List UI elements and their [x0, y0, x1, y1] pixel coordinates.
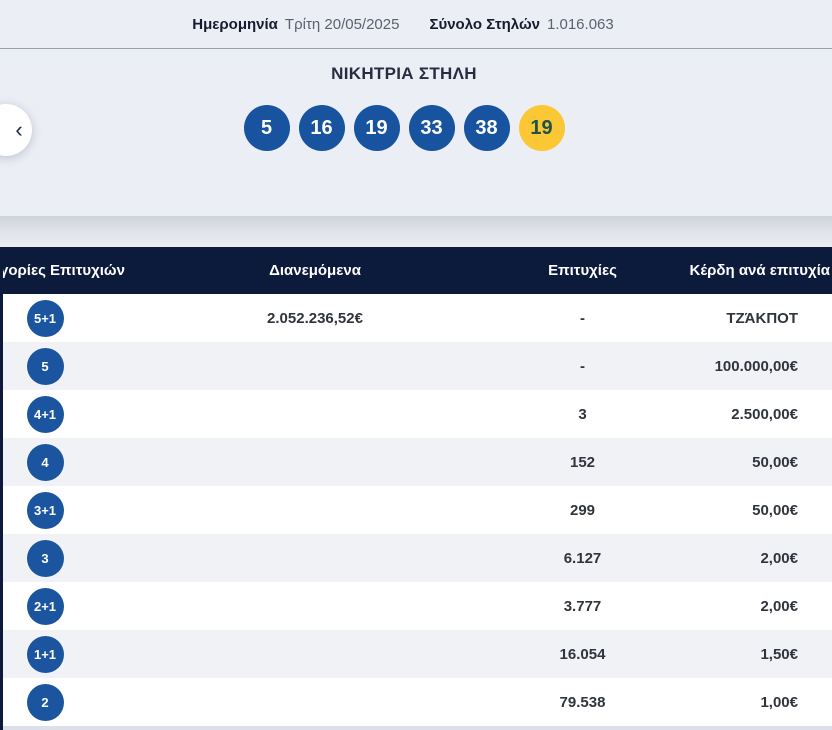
- winners-cell: 16.054: [559, 645, 606, 663]
- header-category: γορίες Επιτυχιών: [0, 262, 125, 279]
- tier-badge: 2+1: [26, 587, 64, 625]
- prize-cell: 50,00€: [752, 453, 798, 471]
- table-row: 3 6.127 2,00€: [0, 534, 832, 582]
- header-distributed: Διανεμόμενα: [269, 262, 361, 279]
- total-columns-value: 1.016.063: [546, 15, 614, 33]
- draw-date: Ημερομηνία Τρίτη 20/05/2025: [192, 16, 399, 33]
- winning-number-ball: 16: [298, 105, 345, 151]
- table-row: 3+1 299 50,00€: [0, 486, 832, 534]
- winning-column-section: ΝΙΚΗΤΡΙΑ ΣΤΗΛΗ 5 16 19 33 38 19: [0, 49, 832, 151]
- prize-cell: ΤΖΆΚΠΟΤ: [726, 309, 798, 327]
- distributed-cell: 2.052.236,52€: [267, 309, 363, 327]
- tier-badge: 2: [26, 683, 64, 721]
- winners-cell: 299: [569, 501, 596, 519]
- winning-number-ball: 33: [408, 105, 455, 151]
- winning-number-ball: 38: [463, 105, 510, 151]
- winners-cell: 79.538: [559, 693, 606, 711]
- tier-badge: 5: [26, 347, 64, 385]
- winning-numbers: 5 16 19 33 38 19: [0, 105, 808, 151]
- table-row: 5 - 100.000,00€: [0, 342, 832, 390]
- total-columns: Σύνολο Στηλών 1.016.063: [429, 16, 613, 33]
- tier-badge: 5+1: [26, 299, 64, 337]
- prize-cell: 50,00€: [752, 501, 798, 519]
- table-row: 2+1 3.777 2,00€: [0, 582, 832, 630]
- winners-cell: 6.127: [563, 549, 602, 567]
- draw-panel: Ημερομηνία Τρίτη 20/05/2025 Σύνολο Στηλώ…: [0, 0, 832, 216]
- prize-cell: 2.500,00€: [731, 405, 798, 423]
- panel-shadow: [0, 216, 832, 247]
- prize-cell: 2,00€: [760, 597, 798, 615]
- prize-cell: 1,50€: [760, 645, 798, 663]
- tier-badge: 1+1: [26, 635, 64, 673]
- winners-cell: 152: [569, 453, 596, 471]
- adjacent-table-edge: [0, 247, 3, 730]
- prize-table-header: γορίες Επιτυχιών Διανεμόμενα Επιτυχίες Κ…: [0, 247, 832, 294]
- winners-cell: 3.777: [563, 597, 602, 615]
- horizontal-divider: [0, 48, 832, 49]
- winning-column-title: ΝΙΚΗΤΡΙΑ ΣΤΗΛΗ: [331, 64, 477, 83]
- winners-cell: -: [580, 357, 585, 375]
- draw-date-value: Τρίτη 20/05/2025: [284, 15, 400, 33]
- chevron-left-icon: ‹: [15, 117, 23, 142]
- draw-date-label: Ημερομηνία: [192, 15, 278, 33]
- total-columns-label: Σύνολο Στηλών: [429, 15, 540, 33]
- header-winners: Επιτυχίες: [548, 262, 617, 279]
- table-row: 4 152 50,00€: [0, 438, 832, 486]
- winners-cell: -: [580, 309, 585, 327]
- header-prize: Κέρδη ανά επιτυχία: [689, 262, 830, 279]
- winning-number-ball: 19: [353, 105, 400, 151]
- winning-number-ball: 5: [243, 105, 290, 151]
- tier-badge: 3: [26, 539, 64, 577]
- prize-cell: 2,00€: [760, 549, 798, 567]
- tier-badge: 4: [26, 443, 64, 481]
- tier-badge: 4+1: [26, 395, 64, 433]
- table-row: 5+1 2.052.236,52€ - ΤΖΆΚΠΟΤ: [0, 294, 832, 342]
- table-row: 1+1 16.054 1,50€: [0, 630, 832, 678]
- prize-cell: 1,00€: [760, 693, 798, 711]
- winners-cell: 3: [578, 405, 587, 423]
- next-row-edge: [0, 726, 832, 730]
- tier-badge: 3+1: [26, 491, 64, 529]
- prize-cell: 100.000,00€: [714, 357, 798, 375]
- prize-table: γορίες Επιτυχιών Διανεμόμενα Επιτυχίες Κ…: [0, 247, 832, 730]
- table-row: 2 79.538 1,00€: [0, 678, 832, 726]
- table-row: 4+1 3 2.500,00€: [0, 390, 832, 438]
- joker-number-ball: 19: [518, 105, 565, 151]
- draw-meta-bar: Ημερομηνία Τρίτη 20/05/2025 Σύνολο Στηλώ…: [0, 0, 832, 48]
